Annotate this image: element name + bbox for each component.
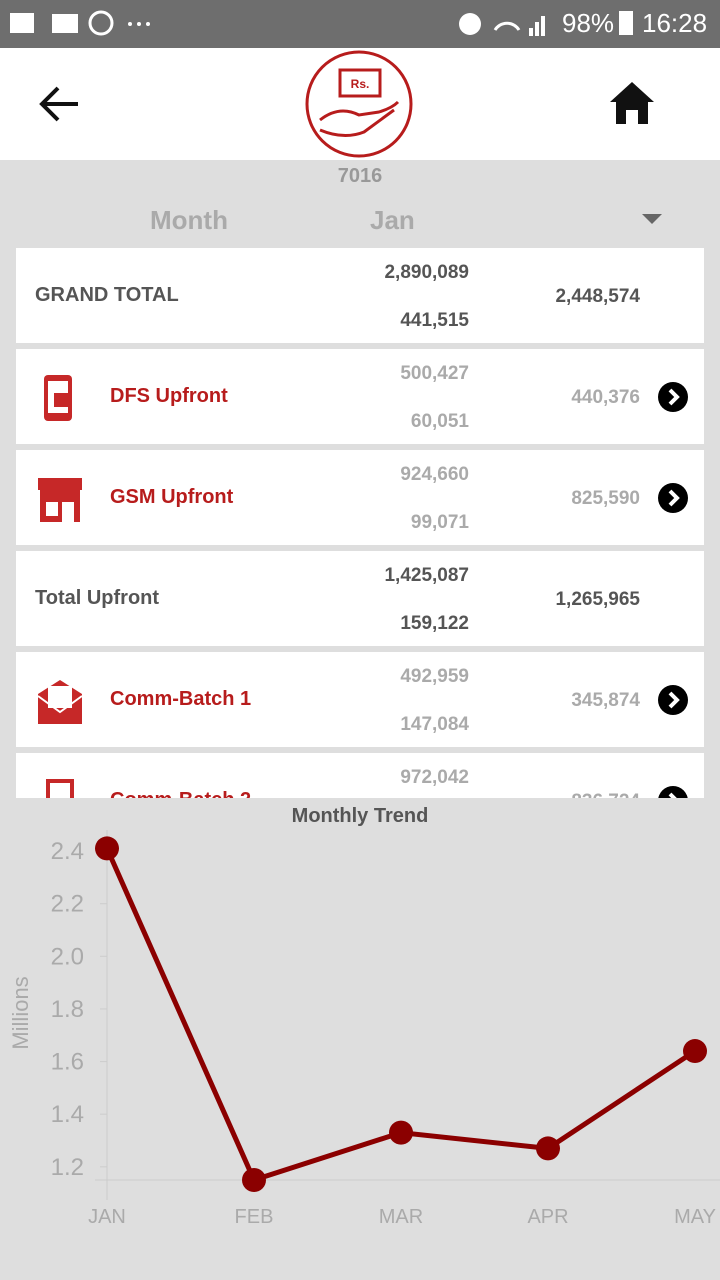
row-arrow[interactable]: [658, 685, 688, 715]
x-tick-label: FEB: [235, 1206, 274, 1228]
list-row[interactable]: Comm-Batch 2 972,042 836,724: [16, 753, 704, 798]
row-bottom-value: 441,515: [400, 310, 469, 331]
data-point: [242, 1168, 266, 1192]
chart: Monthly Trend Millions 1.2 1.4 1.6 1.8 2.0 2.…: [8, 805, 720, 1228]
logo: Rs.: [305, 50, 413, 158]
row-name: Total Upfront: [35, 587, 160, 609]
y-tick-label: 1.8: [51, 996, 84, 1023]
row-top-value: 492,959: [400, 666, 469, 687]
list: GRAND TOTAL 2,890,089 441,515 2,448,574 DFS …: [0, 160, 720, 798]
row-bottom-value: 147,084: [400, 714, 469, 735]
row-arrow[interactable]: [658, 382, 688, 412]
month-dropdown[interactable]: Jan: [370, 205, 415, 235]
row-right-value: 345,874: [571, 690, 640, 711]
x-tick-label: JAN: [88, 1206, 126, 1228]
list-row: GRAND TOTAL 2,890,089 441,515 2,448,574: [16, 248, 704, 343]
row-bottom-value: 99,071: [410, 512, 469, 533]
row-icon: [38, 478, 82, 522]
row-bottom-value: 60,051: [410, 411, 469, 432]
data-point: [536, 1136, 560, 1161]
row-icon: [46, 779, 74, 798]
battery-icon: [619, 11, 633, 35]
row-icon: [44, 375, 72, 421]
row-name: GRAND TOTAL: [35, 284, 179, 306]
data-point: [95, 836, 119, 861]
row-top-value: 2,890,089: [384, 262, 469, 283]
filter-label: Month: [150, 205, 228, 235]
row-arrow[interactable]: [658, 483, 688, 513]
logo-text: Rs.: [351, 77, 370, 91]
status-icons: [10, 10, 150, 36]
y-tick-label: 2.2: [51, 891, 84, 918]
row-name: GSM Upfront: [110, 486, 234, 508]
x-tick-label: MAY: [674, 1206, 716, 1228]
y-tick-label: 1.6: [51, 1049, 84, 1076]
data-point: [389, 1120, 413, 1145]
x-tick-label: APR: [527, 1206, 568, 1228]
status-right-icons: [459, 13, 545, 36]
list-row: Total Upfront 1,425,087 159,122 1,265,965: [16, 551, 704, 646]
y-tick-label: 1.2: [51, 1154, 84, 1181]
home-button[interactable]: [608, 80, 656, 126]
row-right-value: 440,376: [571, 387, 640, 408]
row-right-value: 825,590: [571, 488, 640, 509]
row-icon: [37, 680, 83, 724]
row-name: Comm-Batch 1: [110, 688, 252, 710]
data-point: [683, 1039, 707, 1064]
row-name: Comm-Batch 2: [110, 789, 251, 798]
row-top-value: 972,042: [400, 767, 469, 788]
row-name: DFS Upfront: [110, 385, 228, 407]
row-right-value: 836,724: [571, 791, 640, 798]
back-button[interactable]: [36, 84, 84, 124]
row-right-value: 1,265,965: [555, 589, 640, 610]
row-arrow[interactable]: [658, 786, 688, 798]
y-tick-label: 1.4: [51, 1101, 84, 1128]
row-top-value: 500,427: [400, 363, 469, 384]
y-tick-label: 2.0: [51, 943, 84, 970]
battery: 98%: [562, 8, 615, 38]
row-right-value: 2,448,574: [555, 286, 640, 307]
list-row[interactable]: GSM Upfront 924,660 99,071 825,590: [16, 450, 704, 545]
row-top-value: 1,425,087: [384, 565, 469, 586]
row-bottom-value: 159,122: [400, 613, 469, 634]
y-axis-label: Millions: [8, 976, 33, 1049]
row-top-value: 924,660: [400, 464, 469, 485]
y-tick-label: 2.4: [51, 838, 84, 865]
clock: 16:28: [642, 8, 708, 38]
status-bar: 98% 16:28: [0, 0, 720, 48]
list-row[interactable]: Comm-Batch 1 492,959 147,084 345,874: [16, 652, 704, 747]
code: 7016: [337, 165, 383, 187]
chart-title: Monthly Trend: [292, 805, 429, 827]
dropdown-arrow[interactable]: [640, 212, 664, 226]
list-row[interactable]: DFS Upfront 500,427 60,051 440,376: [16, 349, 704, 444]
header: Rs.: [0, 48, 720, 160]
x-tick-label: MAR: [379, 1206, 423, 1228]
